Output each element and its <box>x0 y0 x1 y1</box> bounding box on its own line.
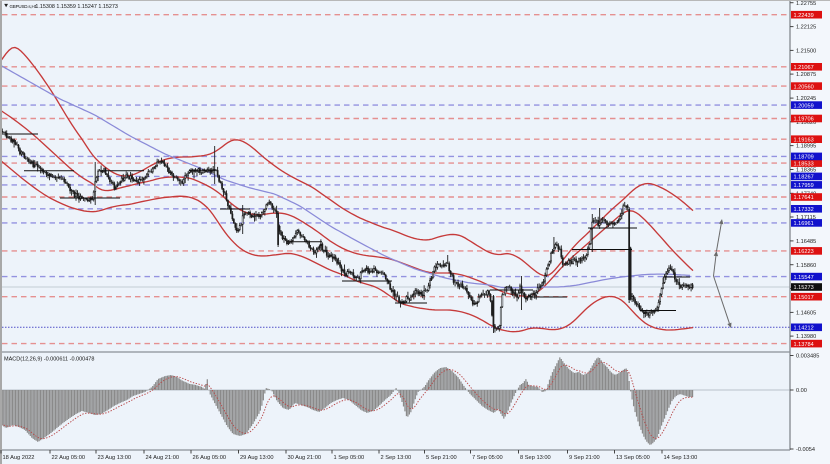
svg-text:29 Aug 13:00: 29 Aug 13:00 <box>240 455 274 461</box>
svg-text:1.20245: 1.20245 <box>796 96 816 102</box>
svg-text:13 Sep 05:00: 13 Sep 05:00 <box>616 455 650 461</box>
svg-text:9 Sep 21:00: 9 Sep 21:00 <box>569 455 600 461</box>
svg-text:1.13784: 1.13784 <box>794 342 814 348</box>
svg-text:1.18267: 1.18267 <box>794 175 814 181</box>
svg-text:1.20059: 1.20059 <box>794 103 814 109</box>
svg-text:1.15860: 1.15860 <box>796 263 816 269</box>
svg-text:-0.0054: -0.0054 <box>796 447 815 453</box>
svg-text:1.17332: 1.17332 <box>794 207 814 213</box>
svg-text:1.15017: 1.15017 <box>794 295 814 301</box>
svg-text:1.15308 1.15359 1.15247 1.1527: 1.15308 1.15359 1.15247 1.15273 <box>35 4 117 10</box>
svg-text:MACD(12,26,9) -0.000611 -0.000: MACD(12,26,9) -0.000611 -0.000478 <box>4 357 94 363</box>
svg-text:14 Sep 13:00: 14 Sep 13:00 <box>664 455 698 461</box>
svg-text:1.18365: 1.18365 <box>796 168 816 174</box>
svg-text:1.18995: 1.18995 <box>796 144 816 150</box>
svg-text:1.14605: 1.14605 <box>796 311 816 317</box>
svg-text:1 Sep 05:00: 1 Sep 05:00 <box>334 455 365 461</box>
svg-text:1.15547: 1.15547 <box>794 275 814 281</box>
svg-text:1.17641: 1.17641 <box>794 195 814 201</box>
svg-text:24 Aug 21:00: 24 Aug 21:00 <box>146 455 180 461</box>
svg-text:30 Aug 21:00: 30 Aug 21:00 <box>288 455 322 461</box>
svg-text:1.22755: 1.22755 <box>796 1 816 7</box>
svg-text:1.13980: 1.13980 <box>796 334 816 340</box>
svg-text:22 Aug 05:00: 22 Aug 05:00 <box>52 455 86 461</box>
svg-text:1.18709: 1.18709 <box>794 155 814 161</box>
svg-text:1.22125: 1.22125 <box>796 25 816 31</box>
svg-text:7 Sep 05:00: 7 Sep 05:00 <box>472 455 503 461</box>
svg-text:1.17959: 1.17959 <box>794 183 814 189</box>
svg-text:1.19620: 1.19620 <box>796 120 816 126</box>
svg-text:2 Sep 13:00: 2 Sep 13:00 <box>381 455 412 461</box>
svg-text:23 Aug 13:00: 23 Aug 13:00 <box>98 455 132 461</box>
svg-text:1.15273: 1.15273 <box>794 285 814 291</box>
svg-text:8 Sep 13:00: 8 Sep 13:00 <box>520 455 551 461</box>
svg-text:1.18533: 1.18533 <box>794 161 814 167</box>
svg-text:1.16223: 1.16223 <box>794 249 814 255</box>
svg-text:1.20875: 1.20875 <box>796 72 816 78</box>
svg-text:26 Aug 05:00: 26 Aug 05:00 <box>193 455 227 461</box>
svg-text:1.17115: 1.17115 <box>796 215 816 221</box>
svg-text:1.20560: 1.20560 <box>794 84 814 90</box>
svg-text:1.16485: 1.16485 <box>796 239 816 245</box>
svg-text:5 Sep 21:00: 5 Sep 21:00 <box>426 455 457 461</box>
svg-text:1.21067: 1.21067 <box>794 65 814 71</box>
svg-text:1.21500: 1.21500 <box>796 49 816 55</box>
svg-text:0.003485: 0.003485 <box>796 354 819 360</box>
svg-text:18 Aug 2022: 18 Aug 2022 <box>3 455 35 461</box>
svg-text:1.19706: 1.19706 <box>794 117 814 123</box>
svg-text:1.14212: 1.14212 <box>794 326 814 332</box>
svg-text:0.00: 0.00 <box>796 388 807 394</box>
svg-text:1.16961: 1.16961 <box>794 221 814 227</box>
svg-text:1.22439: 1.22439 <box>794 13 814 19</box>
svg-text:GBPUSD.s,H1: GBPUSD.s,H1 <box>10 4 38 9</box>
svg-text:1.19163: 1.19163 <box>794 137 814 143</box>
